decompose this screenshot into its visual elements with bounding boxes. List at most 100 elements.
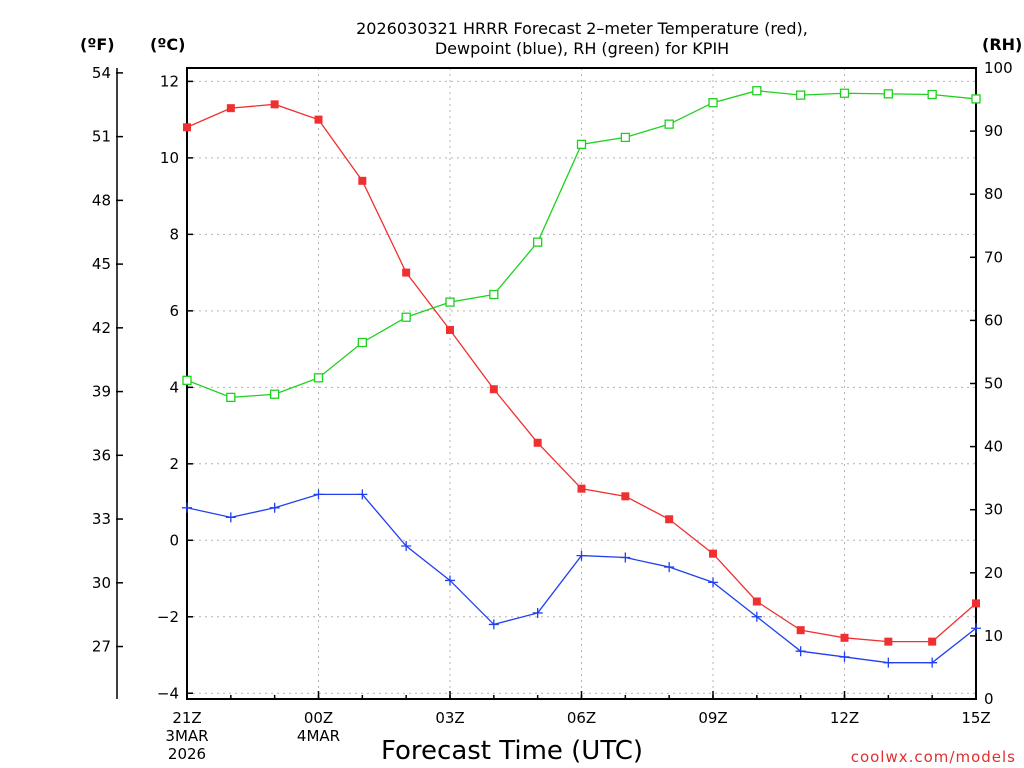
dewpoint-point — [445, 575, 455, 586]
fahrenheit-tick-label: 27 — [92, 638, 111, 656]
fahrenheit-tick-label: 45 — [92, 255, 111, 273]
x-tick-label: 03Z — [435, 709, 464, 727]
fahrenheit-tick-label: 48 — [92, 191, 111, 209]
dewpoint-point — [927, 657, 938, 668]
2-meter-temperature-series — [183, 100, 980, 646]
x-axis-label: Forecast Time (UTC) — [381, 736, 643, 766]
plot-frame — [186, 67, 977, 700]
rh-tick-label: 10 — [984, 627, 1003, 645]
fahrenheit-tick-label: 39 — [92, 383, 111, 401]
celsius-tick-label: 4 — [169, 378, 179, 396]
celsius-tick-label: 6 — [169, 302, 179, 320]
x-tick-label: 09Z — [698, 709, 727, 727]
dewpoint-point — [182, 502, 192, 513]
dewpoint-point — [620, 552, 631, 563]
relative-humidity-point — [971, 94, 981, 104]
dewpoint-point — [576, 550, 587, 561]
celsius-tick-label: −2 — [157, 608, 179, 626]
dewpoint-point — [269, 502, 280, 513]
x-tick-sublabel: 2026 — [168, 745, 206, 763]
2-meter-temperature-point — [446, 325, 454, 334]
dewpoint-point — [313, 489, 324, 500]
2-meter-temperature-point — [752, 597, 761, 606]
2-meter-temperature-point — [972, 599, 980, 608]
2-meter-temperature-point — [840, 633, 849, 642]
relative-humidity-point — [708, 98, 718, 108]
x-tick-label: 15Z — [961, 709, 990, 727]
rh-tick-label: 0 — [984, 690, 994, 708]
rh-tick-label: 40 — [984, 438, 1003, 456]
dewpoint-point — [401, 541, 412, 552]
dewpoint-point — [883, 657, 894, 668]
fahrenheit-tick-label: 54 — [92, 64, 111, 82]
2-meter-temperature-point — [884, 637, 893, 646]
x-tick-label: 12Z — [830, 709, 859, 727]
relative-humidity-point — [620, 132, 630, 143]
2-meter-temperature-point — [709, 549, 717, 558]
2-meter-temperature-point — [796, 626, 805, 635]
2-meter-temperature-point — [928, 637, 937, 646]
rh-tick-label: 60 — [984, 311, 1003, 329]
2-meter-temperature-point — [402, 268, 411, 277]
relative-humidity-point — [489, 289, 499, 300]
dewpoint-point — [839, 651, 850, 662]
2-meter-temperature-point — [358, 176, 367, 185]
chart-title: 2026030321 HRRR Forecast 2–meter Tempera… — [356, 19, 808, 58]
celsius-tick-label: 2 — [169, 455, 179, 473]
dewpoint-point — [225, 512, 236, 523]
rh-tick-label: 80 — [984, 185, 1003, 203]
rh-axis-unit: (RH) — [982, 35, 1022, 54]
relative-humidity-point — [533, 237, 543, 247]
relative-humidity-point — [401, 312, 411, 322]
fahrenheit-tick-label: 51 — [92, 128, 111, 146]
dewpoint-point — [488, 619, 499, 630]
2-meter-temperature-point — [621, 492, 630, 501]
rh-tick-label: 50 — [984, 375, 1003, 393]
2-meter-temperature-point — [270, 100, 279, 109]
dewpoint-point — [532, 607, 543, 618]
fahrenheit-tick-label: 36 — [92, 446, 111, 464]
relative-humidity-point — [752, 86, 762, 96]
2-meter-temperature-point — [577, 484, 586, 493]
celsius-tick-label: 0 — [169, 531, 179, 549]
2-meter-temperature-point — [314, 115, 323, 124]
gridlines — [187, 68, 976, 699]
relative-humidity-point — [927, 89, 937, 100]
x-tick-sublabel: 3MAR — [165, 727, 208, 745]
data-series — [182, 86, 981, 668]
rh-tick-label: 100 — [984, 59, 1013, 77]
chart-title-line-1: 2026030321 HRRR Forecast 2–meter Tempera… — [356, 19, 808, 38]
2-meter-temperature-point — [489, 385, 498, 394]
relative-humidity-point — [576, 139, 587, 150]
relative-humidity-point — [182, 375, 192, 385]
relative-humidity-point — [664, 119, 674, 129]
relative-humidity-point — [883, 89, 893, 99]
relative-humidity-point — [839, 88, 850, 98]
dewpoint-point — [357, 489, 368, 500]
x-tick-sublabel: 4MAR — [297, 727, 340, 745]
2-meter-temperature-point — [533, 438, 542, 447]
fahrenheit-tick-label: 33 — [92, 510, 111, 528]
dewpoint-series — [182, 489, 981, 668]
celsius-tick-label: 10 — [160, 149, 179, 167]
2-meter-temperature-point — [665, 515, 674, 524]
celsius-tick-label: 12 — [160, 72, 179, 90]
rh-tick-label: 20 — [984, 564, 1003, 582]
dewpoint-point — [751, 611, 762, 622]
2-meter-temperature-point — [183, 123, 191, 132]
x-tick-label: 00Z — [304, 709, 333, 727]
fahrenheit-tick-label: 42 — [92, 319, 111, 337]
axes: 27 30 33 36 39 42 45 48 51 54 −4 −2 0 2 4 6 8 10 12 0 10 20 30… — [92, 59, 1013, 763]
relative-humidity-point — [270, 389, 280, 399]
relative-humidity-point — [445, 297, 455, 307]
fahrenheit-axis-unit: (ºF) — [80, 35, 115, 54]
chart-title-line-2: Dewpoint (blue), RH (green) for KPIH — [435, 39, 729, 58]
relative-humidity-series — [182, 86, 981, 403]
celsius-tick-label: −4 — [157, 684, 179, 702]
celsius-tick-label: 8 — [169, 225, 179, 243]
relative-humidity-point — [226, 392, 236, 403]
rh-tick-label: 30 — [984, 501, 1003, 519]
celsius-axis-unit: (ºC) — [150, 35, 185, 54]
relative-humidity-point — [357, 337, 367, 348]
